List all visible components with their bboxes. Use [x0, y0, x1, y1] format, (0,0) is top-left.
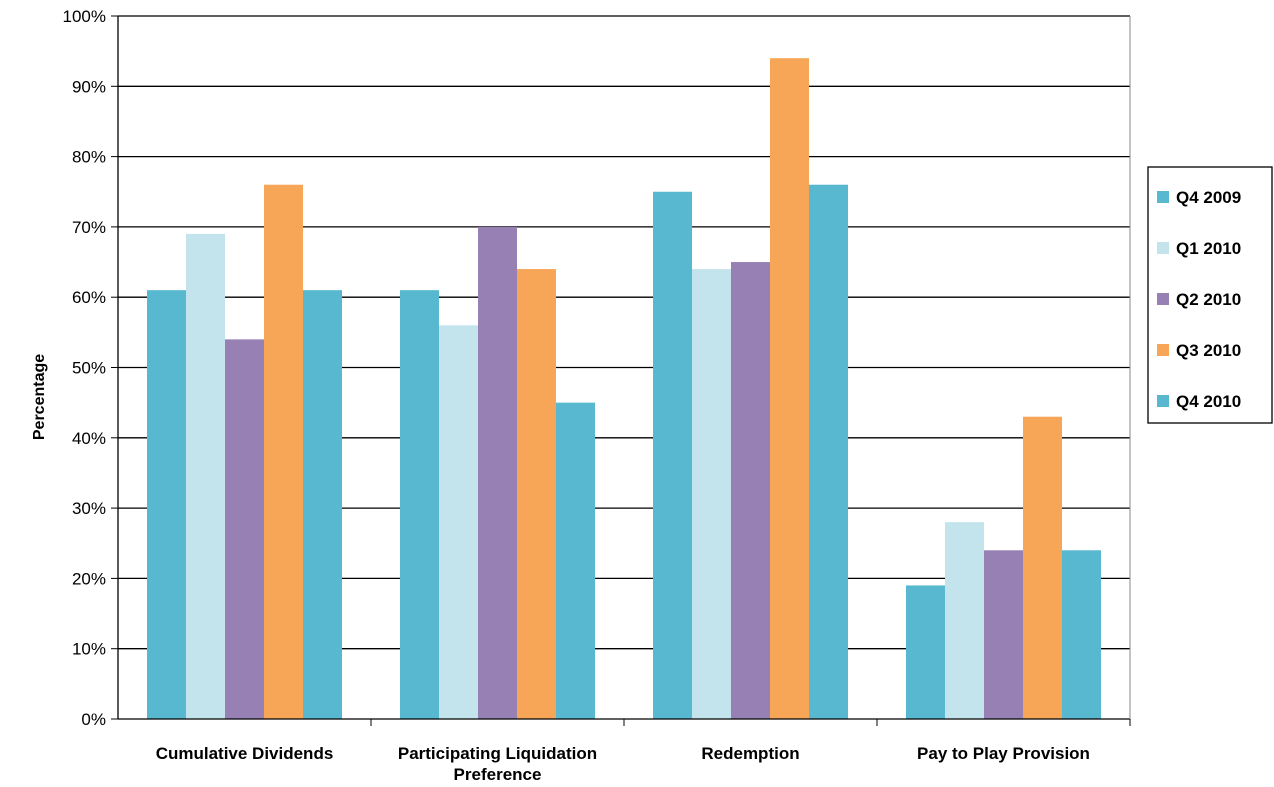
bar: [653, 191, 692, 719]
legend-swatch: [1157, 395, 1169, 407]
y-tick-label: 0%: [81, 710, 106, 729]
bar: [1062, 550, 1101, 719]
x-category-label: Redemption: [701, 744, 799, 763]
bar: [439, 325, 478, 719]
legend-label: Q4 2010: [1176, 392, 1241, 411]
y-axis-label: Percentage: [31, 354, 48, 440]
y-tick-label: 40%: [72, 429, 106, 448]
bar: [692, 269, 731, 719]
bar: [731, 262, 770, 719]
y-tick-label: 20%: [72, 569, 106, 588]
y-tick-labels: 0% 10% 20% 30% 40% 50% 60% 70% 80% 90% 100%: [63, 7, 106, 729]
legend: Q4 2009 Q1 2010 Q2 2010 Q3 2010 Q4 2010: [1147, 166, 1273, 424]
y-tick-label: 90%: [72, 77, 106, 96]
bar: [945, 522, 984, 719]
bar: [400, 290, 439, 719]
x-category-label: Cumulative Dividends: [156, 744, 334, 763]
y-tick-label: 70%: [72, 218, 106, 237]
legend-label: Q3 2010: [1176, 341, 1241, 360]
legend-label: Q1 2010: [1176, 239, 1241, 258]
legend-swatch: [1157, 191, 1169, 203]
legend-label: Q4 2009: [1176, 188, 1241, 207]
bar: [186, 233, 225, 719]
legend-swatch: [1157, 344, 1169, 356]
bar: [264, 184, 303, 720]
bar: [984, 550, 1023, 719]
bar: [478, 226, 517, 719]
y-tick-label: 80%: [72, 148, 106, 167]
y-tick-label: 30%: [72, 499, 106, 518]
bars: [147, 58, 1101, 720]
y-tick-label: 10%: [72, 640, 106, 659]
bar: [770, 58, 809, 720]
legend-swatch: [1157, 293, 1169, 305]
bar: [809, 184, 848, 720]
bar: [225, 339, 264, 719]
y-tick-label: 60%: [72, 288, 106, 307]
y-tick-label: 100%: [63, 7, 106, 26]
bar: [147, 290, 186, 719]
legend-label: Q2 2010: [1176, 290, 1241, 309]
axes: [111, 15, 1131, 726]
bar: [556, 402, 595, 719]
y-tick-label: 50%: [72, 359, 106, 378]
bar: [1023, 416, 1062, 719]
x-category-label: Pay to Play Provision: [917, 744, 1090, 763]
legend-swatch: [1157, 242, 1169, 254]
bar: [303, 290, 342, 719]
x-category-labels: Cumulative Dividends Participating Liquid…: [156, 744, 1090, 784]
bar: [517, 269, 556, 719]
bar: [906, 585, 945, 719]
x-category-label: Participating Liquidation Preference: [398, 744, 597, 784]
